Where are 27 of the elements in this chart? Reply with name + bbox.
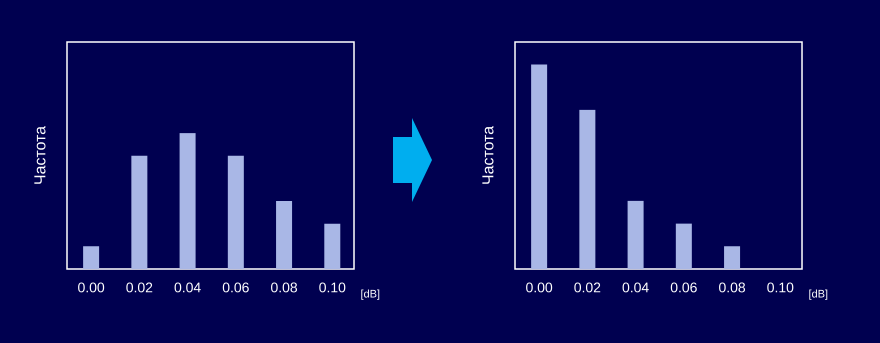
bar xyxy=(276,201,292,269)
bar xyxy=(628,200,644,269)
bar xyxy=(724,246,740,269)
x-axis-title: [dB] xyxy=(361,290,380,300)
bar xyxy=(579,110,596,269)
x-tick-label: 0.10 xyxy=(319,282,346,292)
bar xyxy=(324,224,340,269)
y-axis-title: Частота xyxy=(34,126,46,184)
x-tick-label: 0.04 xyxy=(174,282,201,292)
x-tick-label: 0.06 xyxy=(222,282,249,292)
bar xyxy=(228,156,244,269)
x-tick-label: 0.00 xyxy=(526,282,552,292)
bar xyxy=(83,246,100,269)
x-tick-label: 0.02 xyxy=(574,282,600,292)
x-tick-label: 0.04 xyxy=(622,282,649,292)
x-tick-label: 0.06 xyxy=(670,282,697,292)
bar xyxy=(531,64,548,269)
bar xyxy=(676,224,692,269)
x-tick-label: 0.00 xyxy=(78,282,104,292)
bar xyxy=(180,133,196,269)
y-axis-title: Частота xyxy=(482,126,494,184)
x-tick-label: 0.08 xyxy=(719,282,746,292)
x-tick-label: 0.10 xyxy=(767,282,794,292)
x-axis-title: [dB] xyxy=(809,290,828,300)
bar xyxy=(131,156,148,269)
x-tick-label: 0.02 xyxy=(126,282,152,292)
x-tick-label: 0.08 xyxy=(271,282,298,292)
